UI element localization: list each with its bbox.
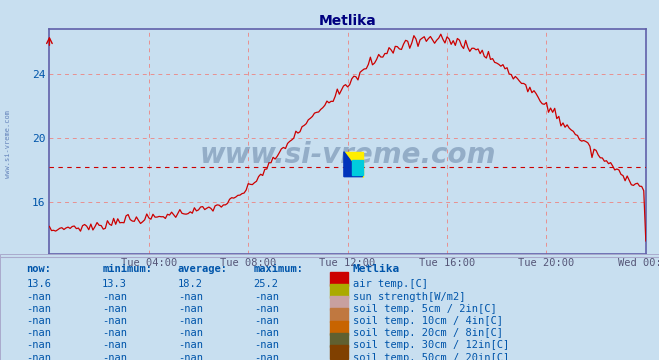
Text: www.si-vreme.com: www.si-vreme.com [5, 110, 11, 178]
Text: soil temp. 30cm / 12in[C]: soil temp. 30cm / 12in[C] [353, 340, 509, 350]
Text: -nan: -nan [26, 328, 51, 338]
Text: -nan: -nan [26, 304, 51, 314]
Text: minimum:: minimum: [102, 264, 152, 274]
Bar [330, 284, 348, 298]
Bar [330, 345, 348, 359]
Text: -nan: -nan [254, 352, 279, 360]
Text: -nan: -nan [178, 304, 203, 314]
Text: -nan: -nan [254, 340, 279, 350]
Text: -nan: -nan [254, 304, 279, 314]
Text: -nan: -nan [178, 292, 203, 302]
Text: 13.6: 13.6 [26, 279, 51, 289]
Text: soil temp. 5cm / 2in[C]: soil temp. 5cm / 2in[C] [353, 304, 496, 314]
Text: 13.3: 13.3 [102, 279, 127, 289]
Bar [353, 161, 362, 175]
Text: now:: now: [26, 264, 51, 274]
Polygon shape [344, 152, 362, 177]
Text: -nan: -nan [254, 316, 279, 326]
Text: -nan: -nan [102, 292, 127, 302]
Text: -nan: -nan [102, 328, 127, 338]
Text: -nan: -nan [26, 292, 51, 302]
Text: 25.2: 25.2 [254, 279, 279, 289]
Text: -nan: -nan [254, 292, 279, 302]
Text: soil temp. 20cm / 8in[C]: soil temp. 20cm / 8in[C] [353, 328, 503, 338]
Text: maximum:: maximum: [254, 264, 304, 274]
Text: www.si-vreme.com: www.si-vreme.com [200, 141, 496, 169]
Text: -nan: -nan [178, 328, 203, 338]
Text: -nan: -nan [102, 352, 127, 360]
Bar [330, 272, 348, 286]
Text: -nan: -nan [102, 340, 127, 350]
Bar [330, 321, 348, 334]
Bar [330, 309, 348, 322]
Text: -nan: -nan [178, 316, 203, 326]
Text: -nan: -nan [178, 340, 203, 350]
Bar [330, 296, 348, 310]
Text: average:: average: [178, 264, 228, 274]
Title: Metlika: Metlika [319, 14, 376, 28]
Bar [330, 333, 348, 347]
Text: sun strength[W/m2]: sun strength[W/m2] [353, 292, 465, 302]
Text: air temp.[C]: air temp.[C] [353, 279, 428, 289]
Text: 18.2: 18.2 [178, 279, 203, 289]
Text: -nan: -nan [178, 352, 203, 360]
Text: -nan: -nan [26, 352, 51, 360]
Text: -nan: -nan [254, 328, 279, 338]
Text: soil temp. 50cm / 20in[C]: soil temp. 50cm / 20in[C] [353, 352, 509, 360]
Text: -nan: -nan [26, 340, 51, 350]
Text: -nan: -nan [102, 304, 127, 314]
Polygon shape [344, 152, 362, 177]
Text: -nan: -nan [102, 316, 127, 326]
Text: Metlika: Metlika [353, 264, 400, 274]
Text: -nan: -nan [26, 316, 51, 326]
Text: soil temp. 10cm / 4in[C]: soil temp. 10cm / 4in[C] [353, 316, 503, 326]
